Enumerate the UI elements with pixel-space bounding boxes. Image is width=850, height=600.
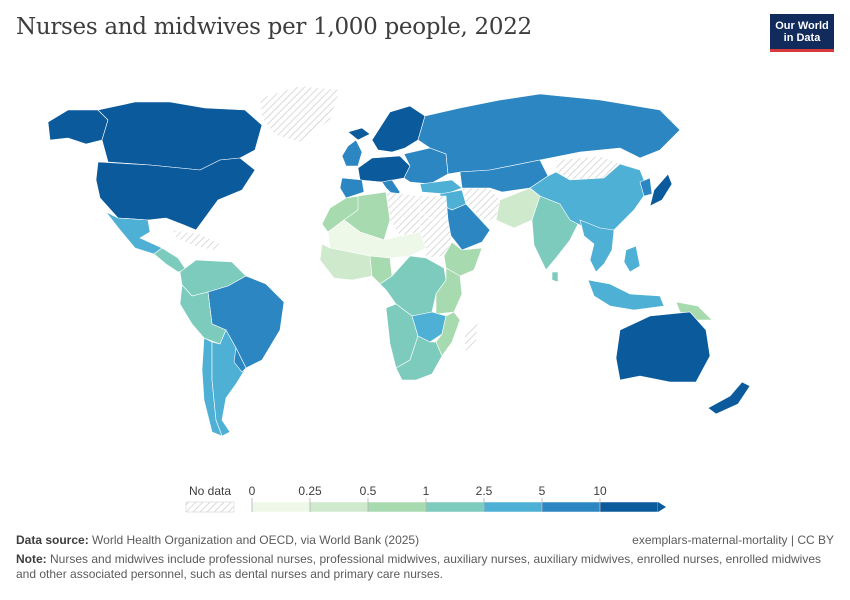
country-uruguay[interactable]: Uruguay	[233, 347, 247, 373]
country-japan[interactable]: Japan	[649, 173, 673, 207]
country-russia[interactable]: Russia	[417, 93, 681, 175]
data-source: Data source: World Health Organization a…	[16, 533, 419, 548]
country-australia[interactable]: Australia	[615, 311, 711, 383]
legend-swatch-1[interactable]	[309, 501, 369, 513]
legend-swatch-4[interactable]	[483, 501, 543, 513]
legend-tick-label: 0.25	[298, 484, 322, 498]
country-korea[interactable]: Korea	[639, 177, 653, 197]
source-label: Data source:	[16, 533, 89, 547]
country-madagascar[interactable]: Madagascar	[463, 321, 479, 353]
source-text[interactable]: World Health Organization and OECD, via …	[92, 533, 420, 547]
country-iberia[interactable]: Spain and Portugal	[339, 177, 365, 199]
world-map: United States (Alaska) Canada Greenland …	[47, 85, 751, 437]
note-label: Note:	[16, 552, 47, 566]
country-philippines[interactable]: Philippines	[623, 245, 641, 273]
legend-swatch-0[interactable]	[251, 501, 311, 513]
country-mozambique[interactable]: Mozambique	[435, 311, 461, 357]
legend-scale: 0 0.25 0.5 1 2.5 5 10	[249, 484, 666, 513]
legend-swatch-3[interactable]	[425, 501, 485, 513]
legend-tick-label: 2.5	[476, 484, 493, 498]
country-southeast-asia[interactable]: Southeast Asia	[579, 219, 615, 273]
country-east-africa[interactable]: East Africa	[435, 267, 463, 315]
legend-tick-label: 0	[249, 484, 256, 498]
country-western-europe[interactable]: Western Europe	[357, 155, 411, 183]
legend-tick-label: 1	[423, 484, 430, 498]
country-turkey[interactable]: Turkey	[419, 179, 463, 195]
legend-swatch-6[interactable]	[599, 501, 659, 513]
country-alaska[interactable]: United States (Alaska)	[47, 109, 109, 145]
country-china[interactable]: China	[529, 163, 649, 231]
country-iceland[interactable]: Iceland	[347, 127, 371, 141]
legend-tick-label: 5	[539, 484, 546, 498]
country-sri-lanka[interactable]: Sri Lanka	[551, 271, 559, 283]
legend-no-data-label: No data	[189, 484, 231, 498]
country-uk-ireland[interactable]: United Kingdom and Ireland	[341, 139, 363, 167]
legend-swatch-5[interactable]	[541, 501, 601, 513]
legend-swatch-2[interactable]	[367, 501, 427, 513]
country-caribbean[interactable]: Caribbean	[171, 229, 221, 251]
country-eastern-europe[interactable]: Eastern Europe	[403, 147, 449, 185]
legend-tick-label: 0.5	[360, 484, 377, 498]
legend-no-data-swatch	[185, 501, 235, 513]
chart-footer: Data source: World Health Organization a…	[16, 533, 834, 582]
logo-line-2: in Data	[783, 32, 821, 44]
country-new-zealand[interactable]: New Zealand	[707, 381, 751, 415]
country-south-africa[interactable]: South Africa	[395, 335, 443, 381]
chart-title: Nurses and midwives per 1,000 people, 20…	[16, 14, 532, 40]
legend-tick-label: 10	[593, 484, 607, 498]
url-license[interactable]: exemplars-maternal-mortality | CC BY	[632, 533, 834, 547]
country-mexico[interactable]: Mexico	[105, 211, 163, 255]
country-indonesia[interactable]: Indonesia	[587, 279, 665, 311]
color-legend: No data 0 0.25 0.5 1 2.5 5 10	[185, 484, 666, 513]
country-scandinavia[interactable]: Norway, Sweden, Finland	[371, 105, 426, 153]
country-libya[interactable]: Libya	[385, 191, 421, 237]
country-central-america[interactable]: Central America	[153, 247, 187, 273]
country-greenland[interactable]: Greenland	[259, 85, 341, 143]
legend-arrow	[658, 502, 666, 512]
country-usa[interactable]: United States	[95, 157, 256, 231]
chart-note: Note: Nurses and midwives include profes…	[16, 552, 834, 582]
owid-logo[interactable]: Our World in Data	[770, 14, 834, 52]
note-text: Nurses and midwives include professional…	[16, 552, 822, 581]
countries: United States (Alaska) Canada Greenland …	[47, 85, 751, 437]
country-papua-new-guinea[interactable]: Papua New Guinea	[675, 301, 713, 321]
logo-line-1: Our World	[775, 20, 829, 32]
